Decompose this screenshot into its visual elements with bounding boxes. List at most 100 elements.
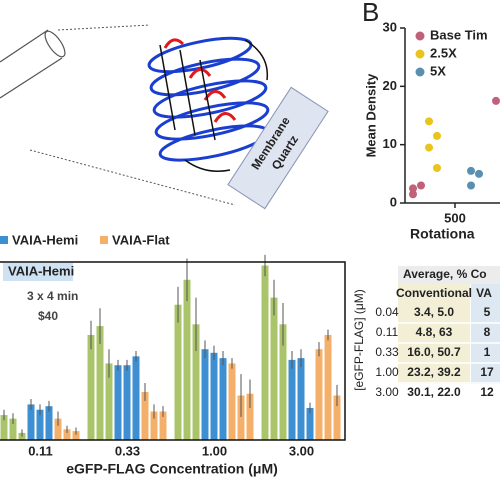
legend-label: VAIA-Hemi xyxy=(12,232,78,247)
y-tick-label: 30 xyxy=(383,19,397,34)
table-cell: 23.2, 39.2 xyxy=(407,365,461,379)
col-bg xyxy=(471,284,500,384)
membrane-box: Membrane Quartz xyxy=(227,86,329,210)
y-tick-label: 10 xyxy=(383,136,397,151)
table-cell: 12 xyxy=(480,385,494,399)
tube-end xyxy=(44,30,66,58)
bar xyxy=(132,356,140,440)
tube-edge xyxy=(0,29,49,63)
arrows xyxy=(159,39,269,172)
bar xyxy=(114,365,122,440)
table-cell: 4.8, 63 xyxy=(416,325,453,339)
bar xyxy=(192,324,200,440)
legend-label: Base Tim xyxy=(430,27,488,42)
header-bg xyxy=(398,266,500,284)
bar xyxy=(159,411,167,440)
legend-marker xyxy=(0,236,8,244)
inset-text: 3 x 4 min xyxy=(27,289,78,303)
bar xyxy=(324,334,332,440)
x-tick-label: 0.33 xyxy=(115,443,140,458)
point xyxy=(417,181,425,190)
legend-label: VAIA-Flat xyxy=(112,232,170,247)
zoom-line xyxy=(29,149,236,206)
bar xyxy=(270,297,278,440)
legend-marker xyxy=(415,31,425,41)
x-tick-label: 500 xyxy=(444,210,466,225)
bar xyxy=(27,404,35,440)
bar xyxy=(288,359,296,440)
bar xyxy=(174,304,182,440)
table-cell: 0.33 xyxy=(375,345,399,359)
table-cell: 8 xyxy=(484,325,491,339)
bar xyxy=(210,352,218,440)
table-cell: 3.00 xyxy=(375,385,399,399)
row-header: [eGFP-FLAG] (μM) xyxy=(352,289,366,391)
bar xyxy=(201,349,209,440)
bar xyxy=(228,363,236,440)
bar xyxy=(63,429,71,440)
bar xyxy=(105,363,113,440)
bar xyxy=(0,415,8,440)
bar xyxy=(315,349,323,440)
bar xyxy=(306,407,314,440)
table: Average, % Co Conventional VA [eGFP-FLAG] (… xyxy=(352,266,500,399)
y-axis-label: Mean Density xyxy=(363,73,378,158)
bar xyxy=(237,395,245,440)
panel-label: B xyxy=(362,0,379,27)
point xyxy=(425,143,433,152)
plot-frame xyxy=(0,261,346,441)
bar xyxy=(123,365,131,440)
table-cell: 3.4, 5.0 xyxy=(414,305,454,319)
y-tick-label: 0 xyxy=(390,194,397,209)
bar xyxy=(45,406,53,440)
x-tick-label: 0.11 xyxy=(28,443,53,458)
table-cell: 17 xyxy=(480,365,494,379)
x-tick-label: 1.00 xyxy=(202,443,227,458)
bar xyxy=(36,409,44,440)
point xyxy=(467,166,475,175)
bar xyxy=(72,431,80,440)
panel-a-diagram: Membrane Quartz xyxy=(0,24,329,210)
legend-label: 2.5X xyxy=(430,45,457,60)
column-header: VA xyxy=(476,286,492,300)
x-axis-label: Rotationa xyxy=(410,226,475,242)
point xyxy=(433,131,441,140)
column-header: Conventional xyxy=(396,286,472,300)
bar xyxy=(87,334,95,440)
bar xyxy=(54,418,62,440)
legend-marker xyxy=(100,236,108,244)
bar xyxy=(219,358,227,440)
bar xyxy=(183,279,191,440)
legend-label: 5X xyxy=(430,63,446,78)
point xyxy=(475,169,483,178)
point xyxy=(409,184,417,193)
table-cell: 1.00 xyxy=(375,365,399,379)
bar xyxy=(150,411,158,440)
bar xyxy=(246,393,254,440)
table-title: Average, % Co xyxy=(403,267,487,281)
col-bg xyxy=(398,284,470,384)
bar-plot xyxy=(0,254,341,440)
table-cell: 30.1, 22.0 xyxy=(407,385,461,399)
bar xyxy=(9,418,17,440)
point xyxy=(433,164,441,172)
bar xyxy=(261,265,269,440)
bar xyxy=(96,326,104,440)
zoom-line xyxy=(57,24,151,31)
bar xyxy=(279,324,287,440)
bar xyxy=(297,358,305,440)
bar xyxy=(141,391,149,440)
table-cell: 5 xyxy=(484,305,491,319)
y-tick-label: 20 xyxy=(383,78,397,93)
table-cell: 0.04 xyxy=(375,305,399,319)
point xyxy=(409,190,417,199)
bar-chart: 0.11 0.33 1.00 3.00 eGFP-FLAG Concentration … xyxy=(0,232,346,477)
point xyxy=(467,181,475,190)
x-tick-label: 3.00 xyxy=(289,443,314,458)
legend-marker xyxy=(415,67,425,77)
table-cell: 0.11 xyxy=(376,325,399,339)
x-axis-label: eGFP-FLAG Concentration (μM) xyxy=(66,461,278,477)
bar xyxy=(333,395,341,440)
inset-highlight xyxy=(3,263,73,281)
